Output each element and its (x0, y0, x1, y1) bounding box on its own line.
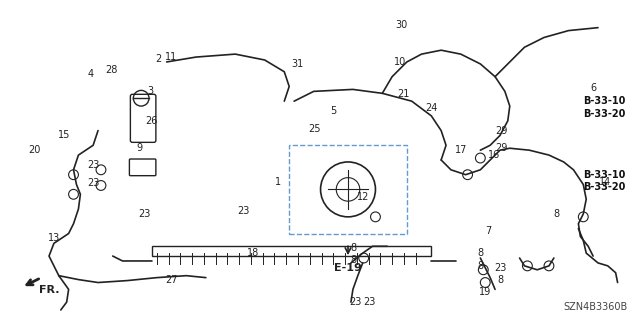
Text: B-33-10: B-33-10 (583, 170, 626, 180)
Text: 7: 7 (485, 226, 492, 235)
Text: 27: 27 (165, 275, 178, 285)
Text: 30: 30 (396, 20, 408, 30)
Text: 2: 2 (156, 54, 162, 64)
Text: 10: 10 (394, 57, 406, 67)
Text: 23: 23 (237, 206, 250, 216)
Text: 23: 23 (87, 178, 99, 188)
Text: 9: 9 (136, 143, 142, 153)
Text: 23: 23 (364, 297, 376, 307)
Text: FR.: FR. (39, 286, 60, 295)
Text: 16: 16 (488, 150, 500, 160)
Text: 19: 19 (479, 287, 492, 297)
Text: 5: 5 (330, 106, 337, 116)
Text: 11: 11 (165, 52, 178, 62)
Text: 23: 23 (87, 160, 99, 170)
Text: 17: 17 (454, 145, 467, 155)
FancyBboxPatch shape (131, 94, 156, 142)
Text: SZN4B3360B: SZN4B3360B (564, 302, 628, 312)
Bar (152, 246, 431, 256)
Text: 23: 23 (494, 263, 506, 273)
Text: 8: 8 (554, 209, 560, 219)
Text: 28: 28 (106, 65, 118, 75)
Text: 21: 21 (397, 89, 410, 99)
Text: B-33-20: B-33-20 (583, 182, 626, 192)
Text: 29: 29 (496, 126, 508, 136)
Text: 24: 24 (425, 103, 438, 113)
Text: 25: 25 (308, 124, 321, 134)
Text: 6: 6 (590, 84, 596, 93)
Text: 23: 23 (349, 297, 362, 307)
Text: 8: 8 (477, 248, 483, 258)
Text: E-19: E-19 (334, 263, 362, 273)
Text: 4: 4 (87, 69, 93, 79)
Text: 12: 12 (356, 192, 369, 202)
Text: 8: 8 (351, 243, 357, 253)
Text: 3: 3 (147, 86, 153, 96)
Text: 23: 23 (138, 209, 150, 219)
Text: 8: 8 (497, 275, 503, 285)
Text: 15: 15 (58, 130, 70, 140)
Bar (289, 145, 407, 234)
Text: 20: 20 (28, 145, 40, 155)
Text: 14: 14 (599, 176, 611, 187)
Text: 13: 13 (48, 234, 60, 243)
Text: 8: 8 (351, 255, 357, 265)
Text: 8: 8 (477, 261, 483, 271)
Text: 26: 26 (145, 116, 157, 126)
Text: 1: 1 (275, 176, 282, 187)
Text: B-33-20: B-33-20 (583, 109, 626, 119)
Text: 31: 31 (291, 59, 303, 69)
Text: 18: 18 (247, 248, 259, 258)
Text: 29: 29 (496, 143, 508, 153)
Text: B-33-10: B-33-10 (583, 96, 626, 106)
FancyBboxPatch shape (129, 159, 156, 176)
